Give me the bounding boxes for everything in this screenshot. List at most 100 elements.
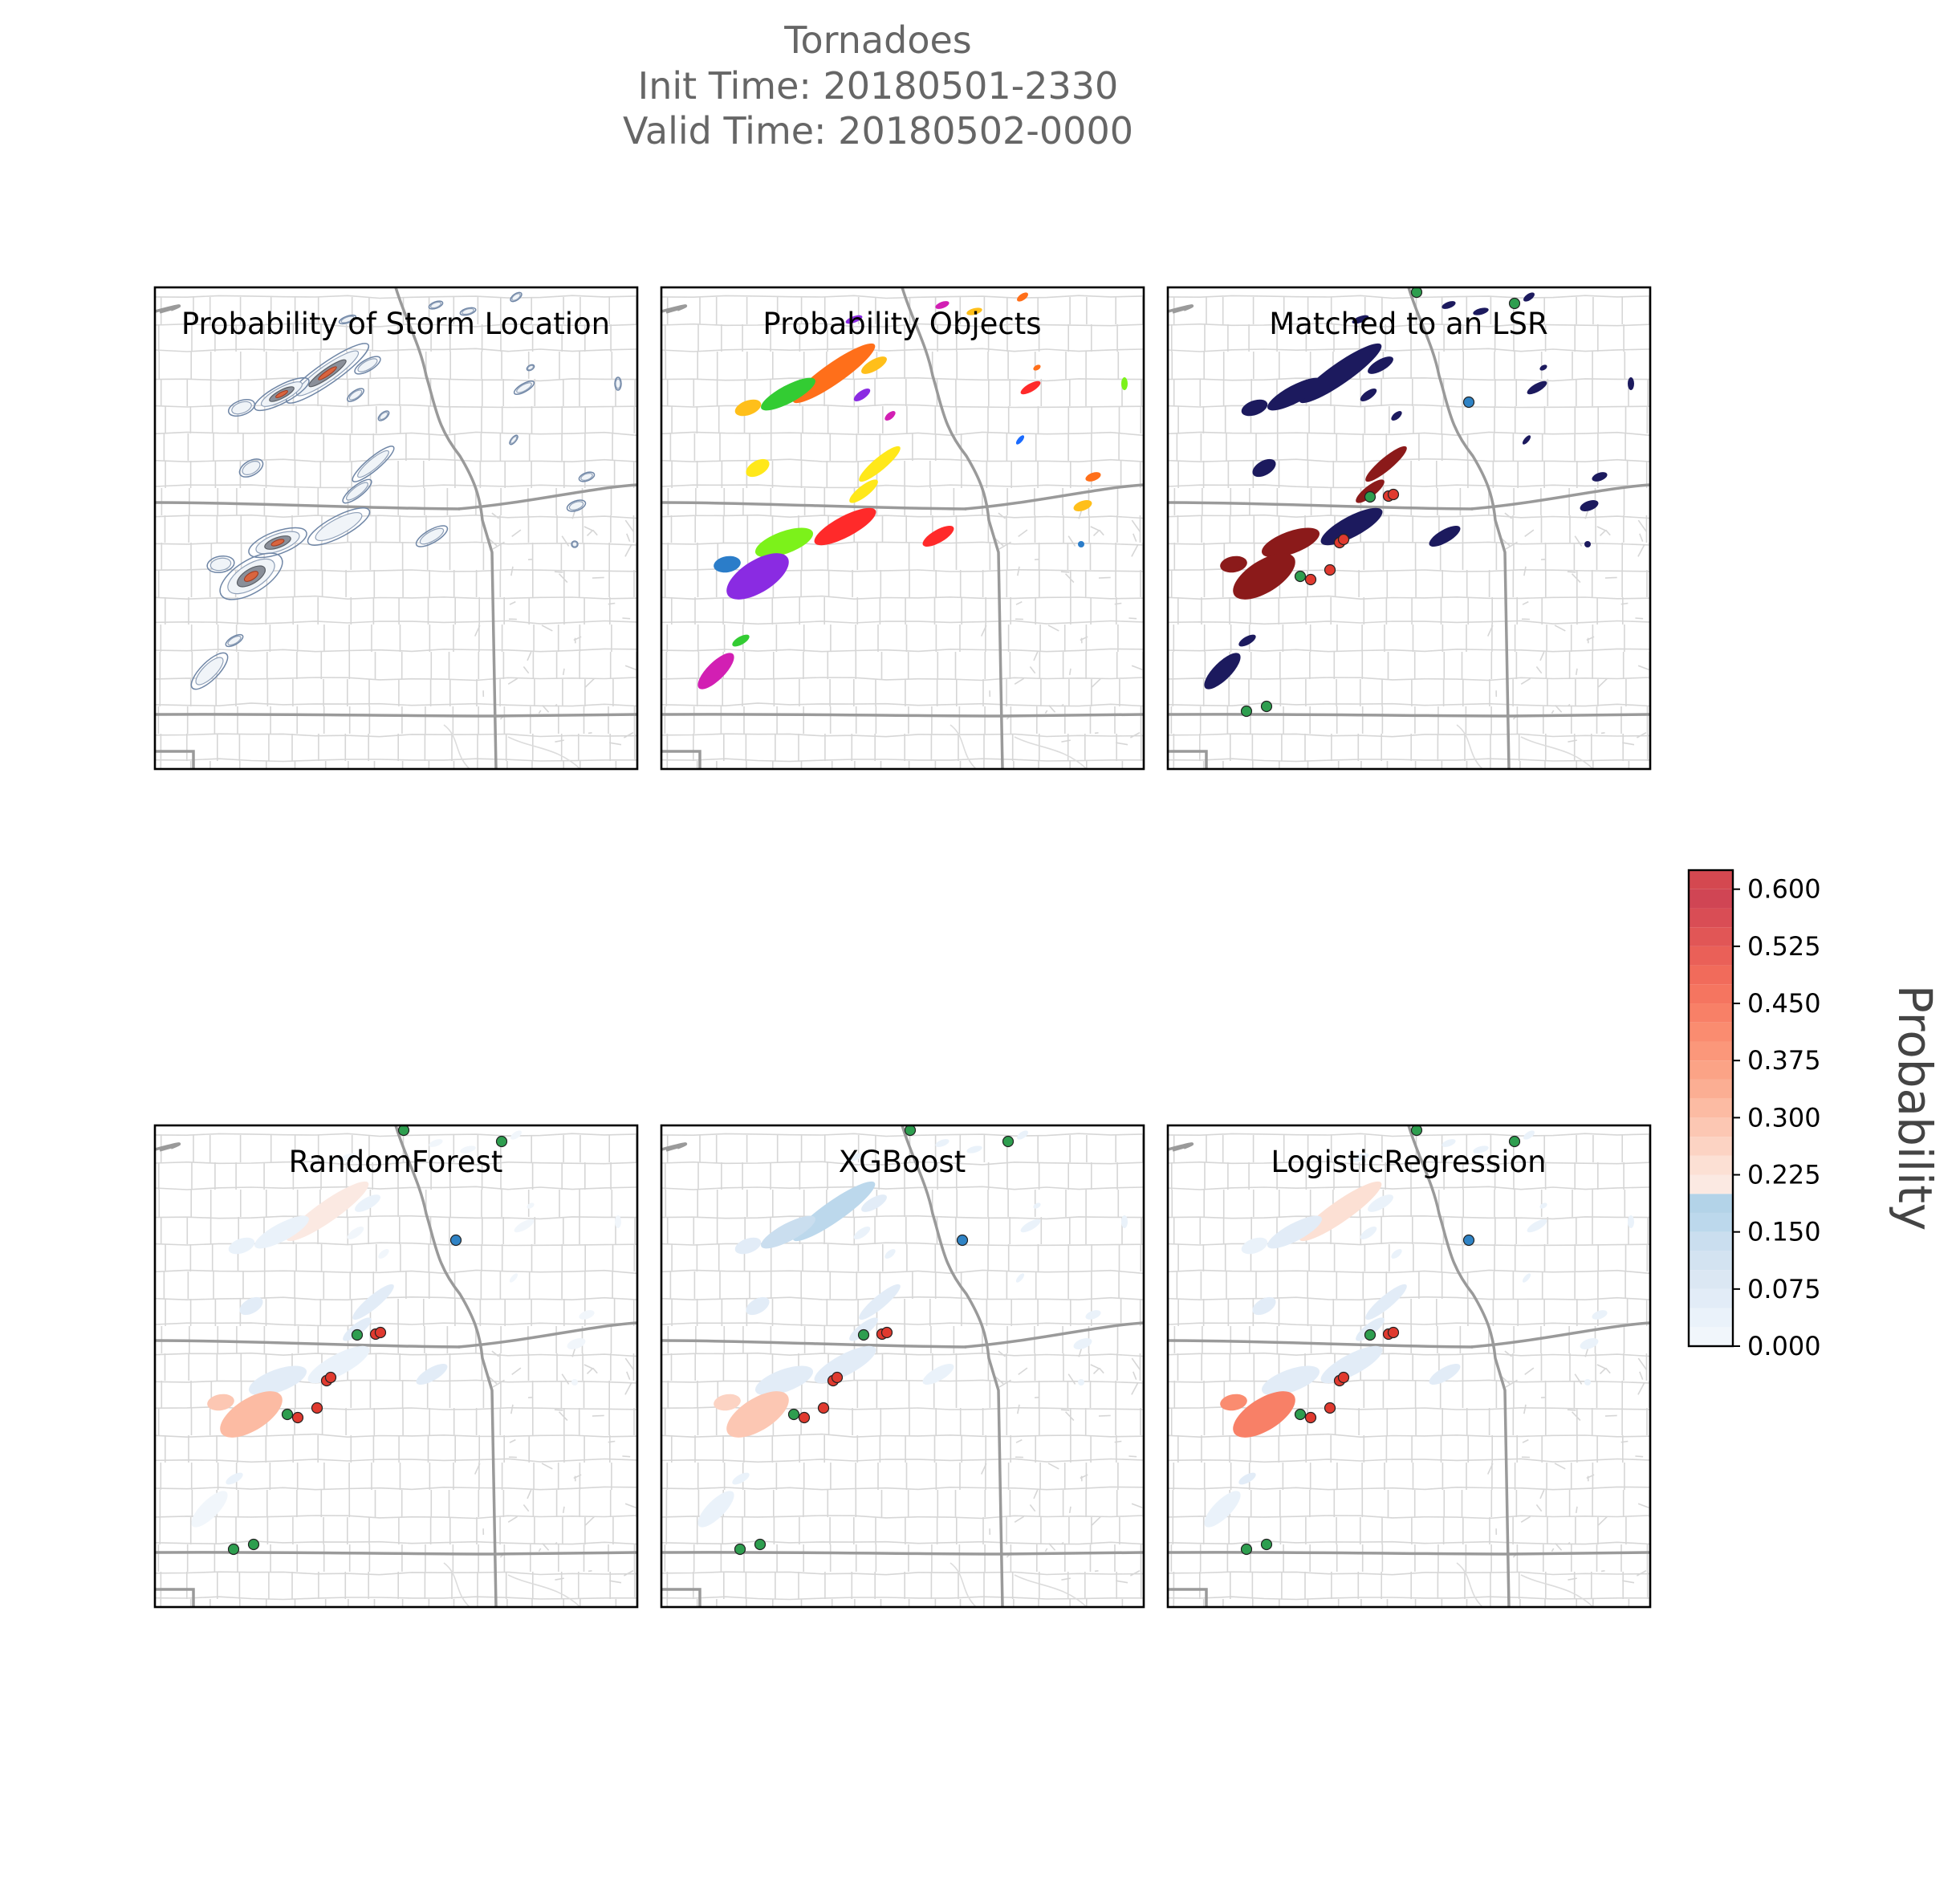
- probability-object: [1085, 1310, 1101, 1320]
- matched-objects: [1204, 292, 1634, 690]
- probability-object: [239, 1296, 263, 1316]
- panel-title: RandomForest: [289, 1145, 503, 1179]
- contour-outer: [614, 376, 622, 391]
- panel-title: XGBoost: [839, 1145, 966, 1179]
- contour-mid: [346, 482, 368, 501]
- unmatched-object: [1352, 315, 1369, 324]
- probability-object: [1592, 1310, 1608, 1320]
- unmatched-object: [1539, 364, 1547, 371]
- storm-report-marker: [1508, 297, 1521, 310]
- probability-object: [1267, 1215, 1322, 1249]
- storm-report-marker: [397, 1125, 410, 1137]
- colorbar-ticks: 0.000 0.075 0.150 0.225 0.300 0.375 0.450 0.525…: [1733, 874, 1821, 1361]
- contour-outer: [238, 458, 264, 478]
- storm-object: [1078, 541, 1084, 547]
- storm-report-marker: [281, 1408, 294, 1421]
- contour-outer: [571, 540, 579, 548]
- storm-report-marker: [1337, 1371, 1350, 1384]
- contour-outer: [354, 356, 381, 375]
- unmatched-object: [1241, 399, 1268, 417]
- panel-xgboost: XGBoost: [660, 1124, 1145, 1609]
- unmatched-object: [1527, 380, 1547, 395]
- probability-object: [509, 1273, 518, 1283]
- contour-outer: [307, 507, 371, 546]
- contour-mid: [315, 511, 363, 542]
- contour-outer: [510, 291, 523, 303]
- probability-object: [1391, 1249, 1402, 1259]
- probability-object: [615, 1215, 621, 1228]
- unmatched-object: [1628, 377, 1634, 390]
- contour-mid: [419, 527, 445, 545]
- probability-object: [861, 1194, 887, 1212]
- contour-mid: [231, 401, 252, 415]
- colorbar-level: [1689, 1003, 1733, 1023]
- contour-mid: [340, 315, 355, 323]
- storm-object: [1020, 380, 1041, 395]
- probability-object: [207, 1394, 234, 1411]
- contour-outer: [219, 552, 283, 600]
- colorbar-level: [1689, 1041, 1733, 1061]
- unmatched-object: [1584, 541, 1591, 547]
- probability-object: [248, 1365, 307, 1396]
- probability-object: [754, 1365, 814, 1396]
- storm-report-marker: [324, 1371, 337, 1384]
- probability-object: [1241, 1237, 1268, 1255]
- probability-object: [726, 1391, 789, 1438]
- contour-outer: [190, 652, 229, 690]
- probability-object: [1299, 1181, 1382, 1242]
- probability-object: [510, 1130, 522, 1140]
- probability-object: [1220, 1394, 1247, 1411]
- contour-outer: [254, 376, 310, 412]
- contour-mid: [429, 301, 442, 309]
- storm-object: [845, 315, 863, 324]
- panel-title: LogisticRegression: [1271, 1145, 1546, 1179]
- storm-report-marker: [1410, 287, 1423, 299]
- colorbar-frame: [1687, 869, 1734, 1348]
- title-line-2: Init Time: 20180501-2330: [638, 64, 1119, 108]
- storm-object: [884, 411, 896, 421]
- colorbar-tick-label: 0.225: [1747, 1160, 1821, 1190]
- contour-mid: [580, 473, 593, 481]
- contour-mid: [568, 501, 584, 511]
- storm-object: [814, 507, 876, 546]
- unmatched-object: [1473, 307, 1489, 315]
- tornado-probability: [697, 1130, 1128, 1528]
- contour-outer: [509, 434, 518, 446]
- matched-object: [1261, 527, 1320, 558]
- storm-object: [1073, 500, 1092, 511]
- storm-object: [792, 343, 876, 404]
- probability-object: [884, 1249, 896, 1259]
- contour-outer: [428, 300, 444, 310]
- storm-report-marker: [857, 1328, 870, 1341]
- colorbar-level: [1689, 1231, 1733, 1251]
- probability-object: [734, 1237, 762, 1255]
- storm-report-marker: [734, 1543, 746, 1556]
- colorbar-level: [1689, 1327, 1733, 1346]
- probability-object: [1073, 1338, 1092, 1349]
- contour-mid: [462, 307, 474, 315]
- title-line-1: Tornadoes: [783, 18, 971, 62]
- contour-mid: [615, 378, 621, 389]
- contour-mid: [571, 541, 578, 547]
- probability-object: [220, 1391, 283, 1438]
- colorbar-level: [1689, 1212, 1733, 1232]
- contour-outer: [342, 478, 372, 504]
- colorbar-level: [1689, 889, 1733, 909]
- contour-mid: [527, 364, 535, 371]
- panel-logistic-regression: LogisticRegression: [1166, 1124, 1652, 1609]
- probability-objects: [697, 292, 1128, 690]
- storm-report-marker: [817, 1402, 830, 1414]
- probability-object: [1360, 1226, 1377, 1240]
- storm-report-marker: [754, 1538, 767, 1551]
- contour-mid: [227, 635, 242, 646]
- contour-max: [243, 571, 259, 582]
- panel-storm-location: Probability of Storm Location: [153, 286, 639, 771]
- unmatched-object: [1320, 507, 1383, 546]
- matched-object: [1365, 446, 1407, 482]
- unmatched-object: [1204, 653, 1241, 690]
- probability-object: [1352, 1153, 1369, 1162]
- storm-report-marker: [1240, 1543, 1253, 1556]
- probability-object: [1473, 1145, 1489, 1154]
- storm-report-marker: [291, 1411, 304, 1424]
- storm-object: [1017, 292, 1028, 302]
